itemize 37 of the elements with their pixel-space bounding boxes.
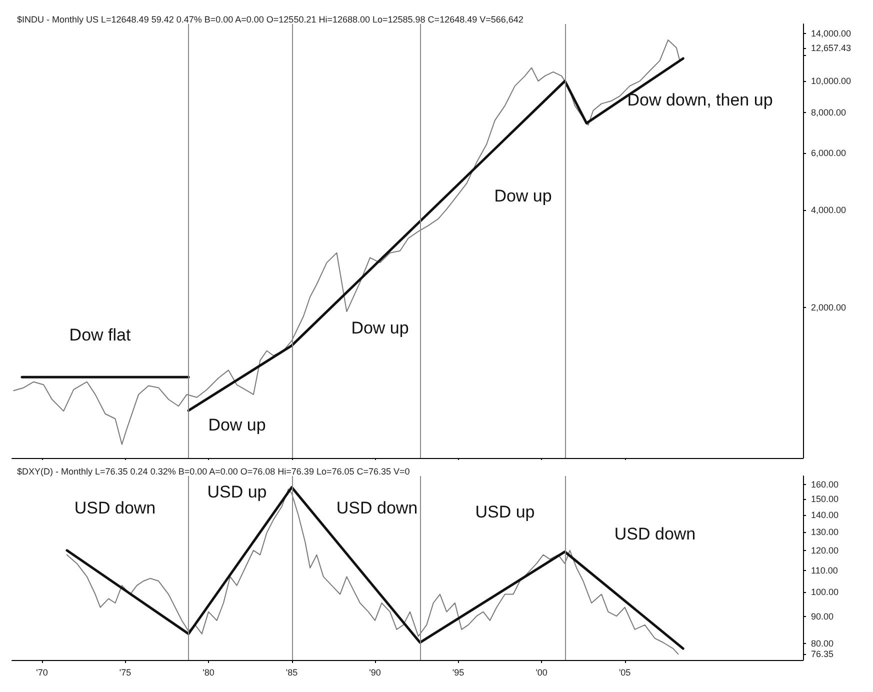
x-tick-label: '00: [536, 668, 548, 678]
y-tick-label: 110.00: [811, 565, 838, 576]
chart-title: $INDU - Monthly US L=12648.49 59.42 0.47% B=0.00 A=0.00 O=12550.21 Hi=12688.00 Lo=12585.98 C=12648.49 V=566,642: [17, 14, 524, 24]
y-tick-label: 12,657.43: [811, 42, 852, 53]
annotation: USD down: [614, 524, 696, 544]
annotation: Dow up: [208, 416, 266, 434]
y-tick-label: 100.00: [811, 587, 839, 598]
x-tick-label: '90: [369, 668, 381, 678]
y-tick-label: 4,000.00: [811, 205, 846, 216]
y-tick-label: 120.00: [811, 545, 839, 556]
x-tick-label: '80: [202, 668, 214, 678]
annotation: USD up: [475, 502, 535, 522]
y-tick-label: 90.00: [811, 611, 834, 622]
annotation: Dow up: [351, 318, 409, 338]
y-tick-label: 150.00: [811, 494, 839, 504]
y-tick-label: 8,000.00: [811, 107, 846, 118]
y-tick-label: 80.00: [811, 638, 834, 648]
y-tick-label: 140.00: [811, 510, 839, 520]
annotation: Dow up: [494, 186, 552, 206]
x-tick-label: '75: [119, 668, 132, 678]
y-tick-label: 10,000.00: [811, 76, 852, 86]
annotation: USD down: [336, 498, 418, 518]
y-tick-label: 14,000.00: [811, 28, 852, 39]
x-tick-label: '95: [452, 668, 464, 678]
y-tick-label: 160.00: [811, 479, 839, 490]
annotation: Dow down, then up: [627, 90, 773, 110]
y-tick-label: 2,000.00: [811, 302, 846, 313]
annotation: USD down: [74, 498, 156, 518]
x-tick-label: '05: [618, 668, 631, 678]
y-tick-label: 76.35: [811, 649, 834, 660]
annotation: Dow flat: [69, 326, 131, 344]
y-tick-label: 130.00: [811, 527, 839, 538]
chart-title: $DXY(D) - Monthly L=76.35 0.24 0.32% B=0.00 A=0.00 O=76.08 Hi=76.39 Lo=76.05 C=76.35 V=0: [17, 466, 410, 476]
x-tick-label: '70: [36, 668, 48, 678]
x-tick-label: '85: [286, 668, 298, 678]
annotation: USD up: [207, 482, 267, 502]
y-tick-label: 6,000.00: [811, 148, 846, 158]
